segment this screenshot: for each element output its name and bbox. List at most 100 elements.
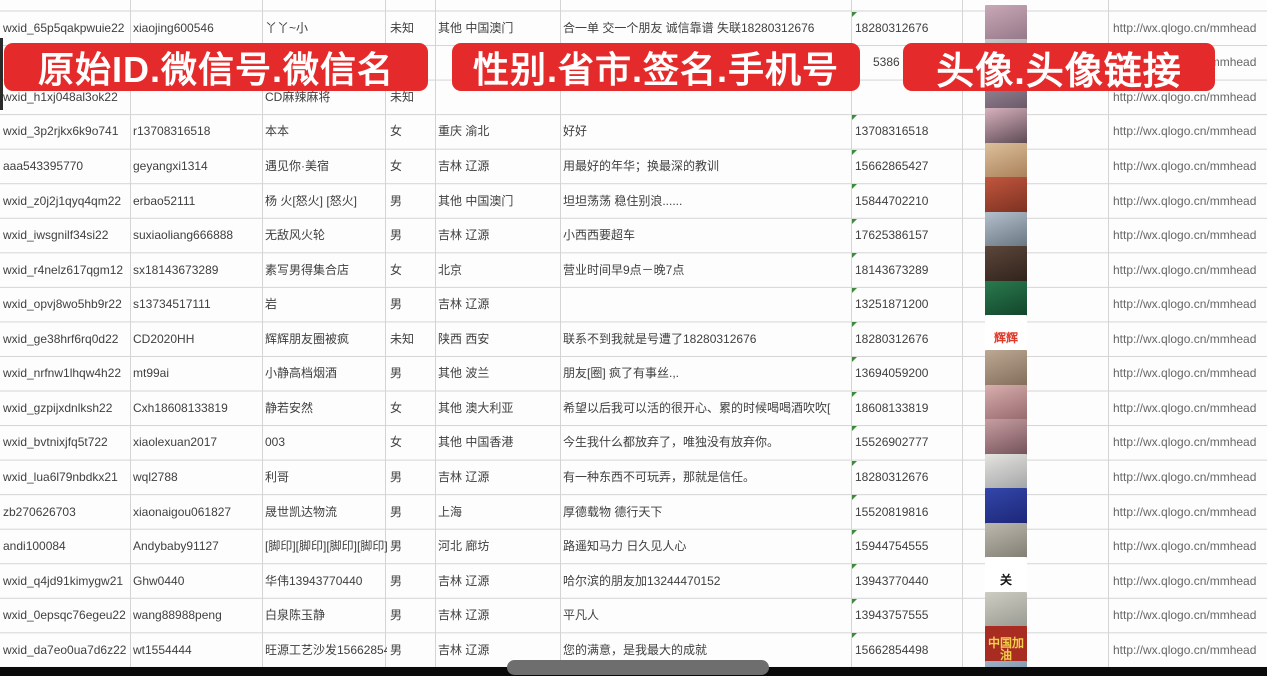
cell-wechat-name[interactable]: 遇见你·美宿 <box>265 158 329 173</box>
scrollbar-thumb[interactable] <box>507 660 769 675</box>
cell-phone[interactable]: 13251871200 <box>855 297 929 312</box>
cell-wechat-name[interactable]: 白泉陈玉静 <box>265 608 326 623</box>
cell-wechat-id[interactable]: xiaolexuan2017 <box>133 435 218 450</box>
cell-avatar-link[interactable]: http://wx.qlogo.cn/mmhead <box>1113 20 1257 35</box>
cell-gender[interactable]: 未知 <box>390 331 415 346</box>
cell-wechat-id[interactable]: mt99ai <box>133 366 170 381</box>
cell-gender[interactable]: 未知 <box>390 89 415 104</box>
cell-phone[interactable]: 5386 <box>873 55 900 70</box>
cell-avatar-link[interactable]: http://wx.qlogo.cn/mmhead <box>1113 435 1257 450</box>
cell-avatar-link[interactable]: http://wx.qlogo.cn/mmhead <box>1113 228 1257 243</box>
cell-avatar-link[interactable]: http://wx.qlogo.cn/mmhead <box>1113 400 1257 415</box>
cell-avatar-link[interactable]: http://wx.qlogo.cn/mmhead <box>1113 89 1257 104</box>
cell-gender[interactable]: 男 <box>390 608 403 623</box>
cell-wechat-name[interactable]: 本本 <box>265 124 290 139</box>
cell-phone[interactable]: 15662854498 <box>855 642 929 657</box>
cell-original-id[interactable]: zb270626703 <box>3 504 76 519</box>
cell-original-id[interactable]: wxid_ge38hrf6rq0d22 <box>3 331 119 346</box>
cell-gender[interactable]: 男 <box>390 228 403 243</box>
cell-wechat-id[interactable]: suxiaoliang666888 <box>133 228 234 243</box>
cell-wechat-id[interactable]: r13708316518 <box>133 124 211 139</box>
cell-avatar-link[interactable]: http://wx.qlogo.cn/mmhead <box>1113 124 1257 139</box>
cell-original-id[interactable]: wxid_iwsgnilf34si22 <box>3 228 109 243</box>
cell-avatar-link[interactable]: http://wx.qlogo.cn/mmhead <box>1113 366 1257 381</box>
cell-signature[interactable]: 坦坦荡荡 稳住别浪...... <box>563 193 683 208</box>
cell-signature[interactable]: 您的满意，是我最大的成就 <box>563 642 708 657</box>
cell-wechat-id[interactable]: Ghw0440 <box>133 573 185 588</box>
cell-gender[interactable]: 男 <box>390 573 403 588</box>
cell-region[interactable]: 北京 <box>438 262 463 277</box>
cell-signature[interactable]: 好好 <box>563 124 588 139</box>
cell-gender[interactable]: 女 <box>390 124 403 139</box>
cell-region[interactable]: 陕西 西安 <box>438 331 490 346</box>
cell-gender[interactable]: 未知 <box>390 20 415 35</box>
cell-original-id[interactable]: wxid_bvtnixjfq5t722 <box>3 435 108 450</box>
cell-wechat-name[interactable]: 利哥 <box>265 469 290 484</box>
cell-gender[interactable]: 男 <box>390 504 403 519</box>
cell-wechat-id[interactable]: xiaonaigou061827 <box>133 504 232 519</box>
cell-wechat-name[interactable]: 晟世凯达物流 <box>265 504 338 519</box>
cell-wechat-name[interactable]: 岩 <box>265 297 278 312</box>
cell-phone[interactable]: 18280312676 <box>855 331 929 346</box>
cell-avatar-link[interactable]: http://wx.qlogo.cn/mmhead <box>1113 193 1257 208</box>
cell-original-id[interactable]: wxid_gzpijxdnlksh22 <box>3 400 113 415</box>
cell-avatar-link[interactable]: http://wx.qlogo.cn/mmhead <box>1113 539 1257 554</box>
cell-avatar-link[interactable]: http://wx.qlogo.cn/mmhead <box>1113 262 1257 277</box>
cell-phone[interactable]: 17625386157 <box>855 228 929 243</box>
cell-signature[interactable]: 希望以后我可以活的很开心、累的时候喝喝酒吹吹[ <box>563 400 831 415</box>
cell-original-id[interactable]: wxid_h1xj048al3ok22 <box>3 89 118 104</box>
cell-original-id[interactable]: andi100084 <box>3 539 66 554</box>
cell-wechat-id[interactable]: wt1554444 <box>133 642 192 657</box>
cell-gender[interactable]: 男 <box>390 366 403 381</box>
cell-signature[interactable]: 合一单 交一个朋友 诚信靠谱 失联18280312676 <box>563 20 815 35</box>
cell-signature[interactable]: 路遥知马力 日久见人心 <box>563 539 687 554</box>
cell-wechat-id[interactable]: wang88988peng <box>133 608 222 623</box>
cell-region[interactable]: 其他 波兰 <box>438 366 490 381</box>
cell-phone[interactable]: 13943770440 <box>855 573 929 588</box>
cell-signature[interactable]: 营业时间早9点－晚7点 <box>563 262 685 277</box>
cell-phone[interactable]: 18608133819 <box>855 400 929 415</box>
cell-original-id[interactable]: wxid_da7eo0ua7d6z22 <box>3 642 127 657</box>
cell-gender[interactable]: 男 <box>390 539 403 554</box>
cell-wechat-id[interactable]: s13734517111 <box>133 297 211 312</box>
cell-original-id[interactable]: wxid_3p2rjkx6k9o741 <box>3 124 119 139</box>
cell-signature[interactable]: 厚德载物 德行天下 <box>563 504 663 519</box>
cell-original-id[interactable]: wxid_lua6l79nbdkx21 <box>3 469 118 484</box>
cell-wechat-name[interactable]: 旺源工艺沙发15662854 <box>265 642 387 657</box>
cell-original-id[interactable]: wxid_0epsqc76egeu22 <box>3 608 126 623</box>
cell-phone[interactable]: 18143673289 <box>855 262 929 277</box>
cell-original-id[interactable]: aaa543395770 <box>3 158 84 173</box>
cell-region[interactable]: 吉林 辽源 <box>438 158 490 173</box>
cell-avatar-link[interactable]: http://wx.qlogo.cn/mmhead <box>1113 158 1257 173</box>
cell-signature[interactable]: 有一种东西不可玩弄，那就是信任。 <box>563 469 756 484</box>
cell-wechat-name[interactable]: 无敌风火轮 <box>265 228 326 243</box>
cell-wechat-name[interactable]: 003 <box>265 435 286 450</box>
cell-region[interactable]: 吉林 辽源 <box>438 642 490 657</box>
cell-gender[interactable]: 女 <box>390 435 403 450</box>
cell-phone[interactable]: 15526902777 <box>855 435 929 450</box>
cell-wechat-id[interactable]: wql2788 <box>133 469 178 484</box>
cell-region[interactable]: 其他 中国澳门 <box>438 193 514 208</box>
cell-wechat-name[interactable]: 素写男得集合店 <box>265 262 350 277</box>
cell-avatar-link[interactable]: http://wx.qlogo.cn/mmhead <box>1113 469 1257 484</box>
cell-wechat-id[interactable]: sx18143673289 <box>133 262 219 277</box>
cell-original-id[interactable]: wxid_opvj8wo5hb9r22 <box>3 297 122 312</box>
cell-signature[interactable]: 联系不到我就是号遭了18280312676 <box>563 331 757 346</box>
cell-wechat-id[interactable]: CD2020HH <box>133 331 195 346</box>
cell-region[interactable]: 吉林 辽源 <box>438 297 490 312</box>
cell-original-id[interactable]: wxid_r4nelz617qgm12 <box>3 262 124 277</box>
cell-wechat-name[interactable]: CD麻辣麻将 <box>265 89 331 104</box>
cell-signature[interactable]: 朋友[圈] 疯了有事丝.,. <box>563 366 680 381</box>
cell-original-id[interactable]: wxid_q4jd91kimygw21 <box>3 573 124 588</box>
cell-avatar-link[interactable]: http://wx.qlogo.cn/mmhead <box>1113 573 1257 588</box>
cell-gender[interactable]: 男 <box>390 642 403 657</box>
cell-original-id[interactable]: wxid_z0j2j1qyq4qm22 <box>3 193 122 208</box>
cell-signature[interactable]: 小西西要超车 <box>563 228 636 243</box>
cell-wechat-id[interactable]: xiaojing600546 <box>133 20 214 35</box>
cell-wechat-name[interactable]: 丫丫~小 <box>265 20 309 35</box>
cell-original-id[interactable]: wxid_nrfnw1lhqw4h22 <box>3 366 122 381</box>
cell-gender[interactable]: 女 <box>390 158 403 173</box>
cell-signature[interactable]: 平凡人 <box>563 608 600 623</box>
cell-wechat-id[interactable]: geyangxi1314 <box>133 158 208 173</box>
cell-phone[interactable]: 15520819816 <box>855 504 929 519</box>
